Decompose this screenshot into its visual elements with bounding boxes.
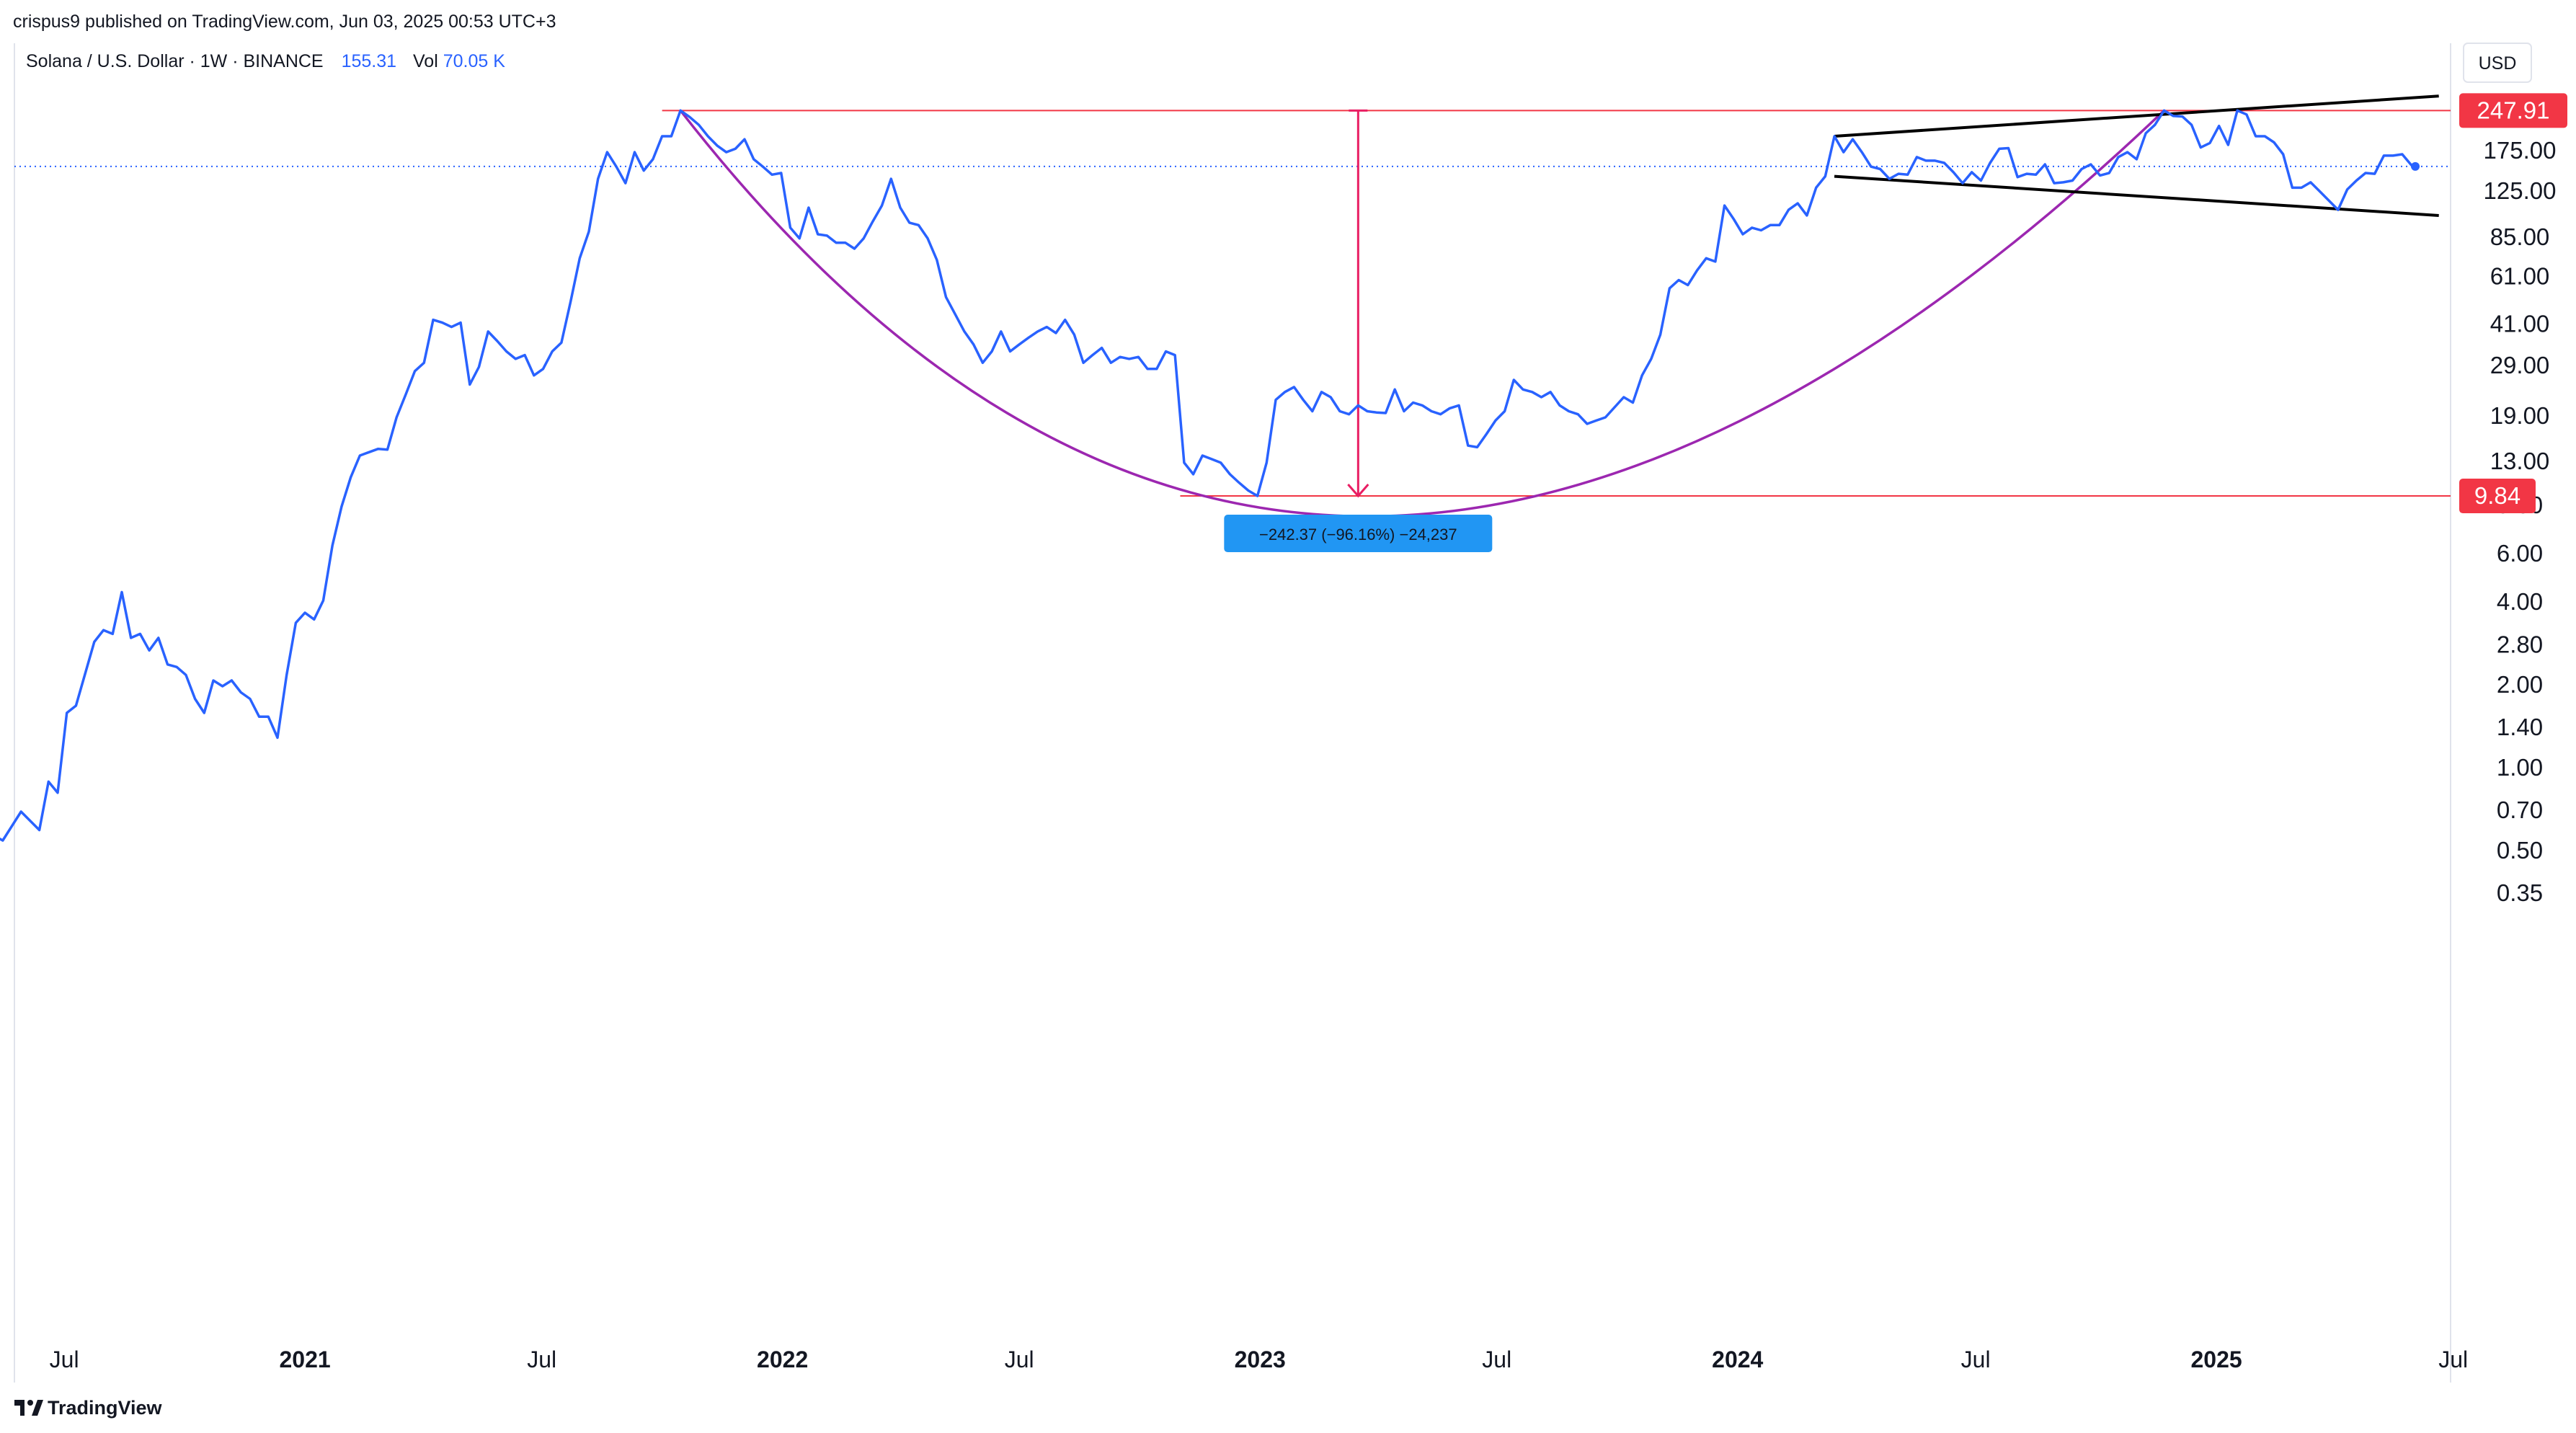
measure-label: −242.37 (−96.16%) −24,237 (1259, 525, 1457, 544)
time-tick-label: Jul (1961, 1347, 1991, 1372)
time-tick-label: 2025 (2191, 1347, 2242, 1372)
price-tick-label: 175.00 (2484, 137, 2557, 164)
currency-label: USD (2479, 53, 2517, 74)
time-tick-label: 2023 (1235, 1347, 1286, 1372)
channel-lower-line (1834, 174, 2439, 217)
price-tick-label: 61.00 (2490, 263, 2550, 290)
price-tick-label: 1.40 (2497, 714, 2543, 740)
time-tick-label: Jul (2438, 1347, 2468, 1372)
price-tick-label: 85.00 (2490, 223, 2550, 250)
time-tick-label: Jul (50, 1347, 79, 1372)
symbol-title: Solana / U.S. Dollar · 1W · BINANCE (26, 51, 324, 71)
time-axis[interactable]: Jul 2021 Jul 2022 Jul 2023 Jul 2024 Jul 2025 Jul (50, 1347, 2468, 1372)
price-tick-label: 13.00 (2490, 448, 2550, 474)
price-series-line (0, 109, 2416, 842)
price-tick-label: 2.00 (2497, 671, 2543, 698)
time-tick-label: Jul (527, 1347, 556, 1372)
time-tick-label: 2021 (280, 1347, 331, 1372)
last-price-value: 155.31 (342, 51, 396, 71)
price-tick-label: 29.00 (2490, 352, 2550, 378)
price-axis[interactable]: 175.00 125.00 85.00 61.00 41.00 29.00 19.00 13.… (2484, 137, 2557, 906)
tradingview-brand: TradingView (48, 1397, 163, 1419)
price-tick-label: 41.00 (2490, 311, 2550, 337)
axis-badges: 247.91 9.84 (2459, 93, 2567, 514)
currency-button[interactable]: USD (2463, 43, 2532, 83)
time-tick-label: 2024 (1712, 1347, 1763, 1372)
price-tick-label: 0.50 (2497, 837, 2543, 864)
price-tick-label: 0.35 (2497, 879, 2543, 906)
drawing-layer: −242.37 (−96.16%) −24,237 (14, 94, 2451, 553)
price-tick-label: 19.00 (2490, 402, 2550, 429)
series-layer (0, 109, 2420, 842)
price-tick-label: 2.80 (2497, 631, 2543, 657)
measure-arrow-head (1347, 484, 1369, 498)
price-tick-label: 1.00 (2497, 754, 2543, 781)
cup-curve (679, 110, 2165, 518)
price-tick-label: 4.00 (2497, 588, 2543, 615)
time-tick-label: Jul (1005, 1347, 1034, 1372)
tradingview-logo[interactable]: TradingView (14, 1397, 163, 1419)
tradingview-logo-icon (14, 1400, 43, 1416)
volume-label: Vol (413, 51, 438, 71)
symbol-legend[interactable]: Solana / U.S. Dollar · 1W · BINANCE 155.… (26, 51, 505, 71)
price-tick-label: 0.70 (2497, 797, 2543, 823)
measure-label-box (1224, 515, 1493, 553)
publish-info: crispus9 published on TradingView.com, J… (13, 12, 556, 32)
time-tick-label: Jul (1482, 1347, 1511, 1372)
last-price-dot (2411, 161, 2420, 171)
channel-upper-line (1834, 94, 2439, 138)
level-price-badge (2459, 479, 2536, 514)
time-tick-label: 2022 (757, 1347, 808, 1372)
level-price-badge-label: 9.84 (2474, 482, 2521, 509)
price-tick-label: 125.00 (2484, 177, 2557, 204)
volume-value: 70.05 K (443, 51, 506, 71)
price-tick-label: 6.00 (2497, 540, 2543, 567)
level-price-badge-label: 247.91 (2477, 97, 2550, 123)
level-price-badge (2459, 93, 2567, 128)
